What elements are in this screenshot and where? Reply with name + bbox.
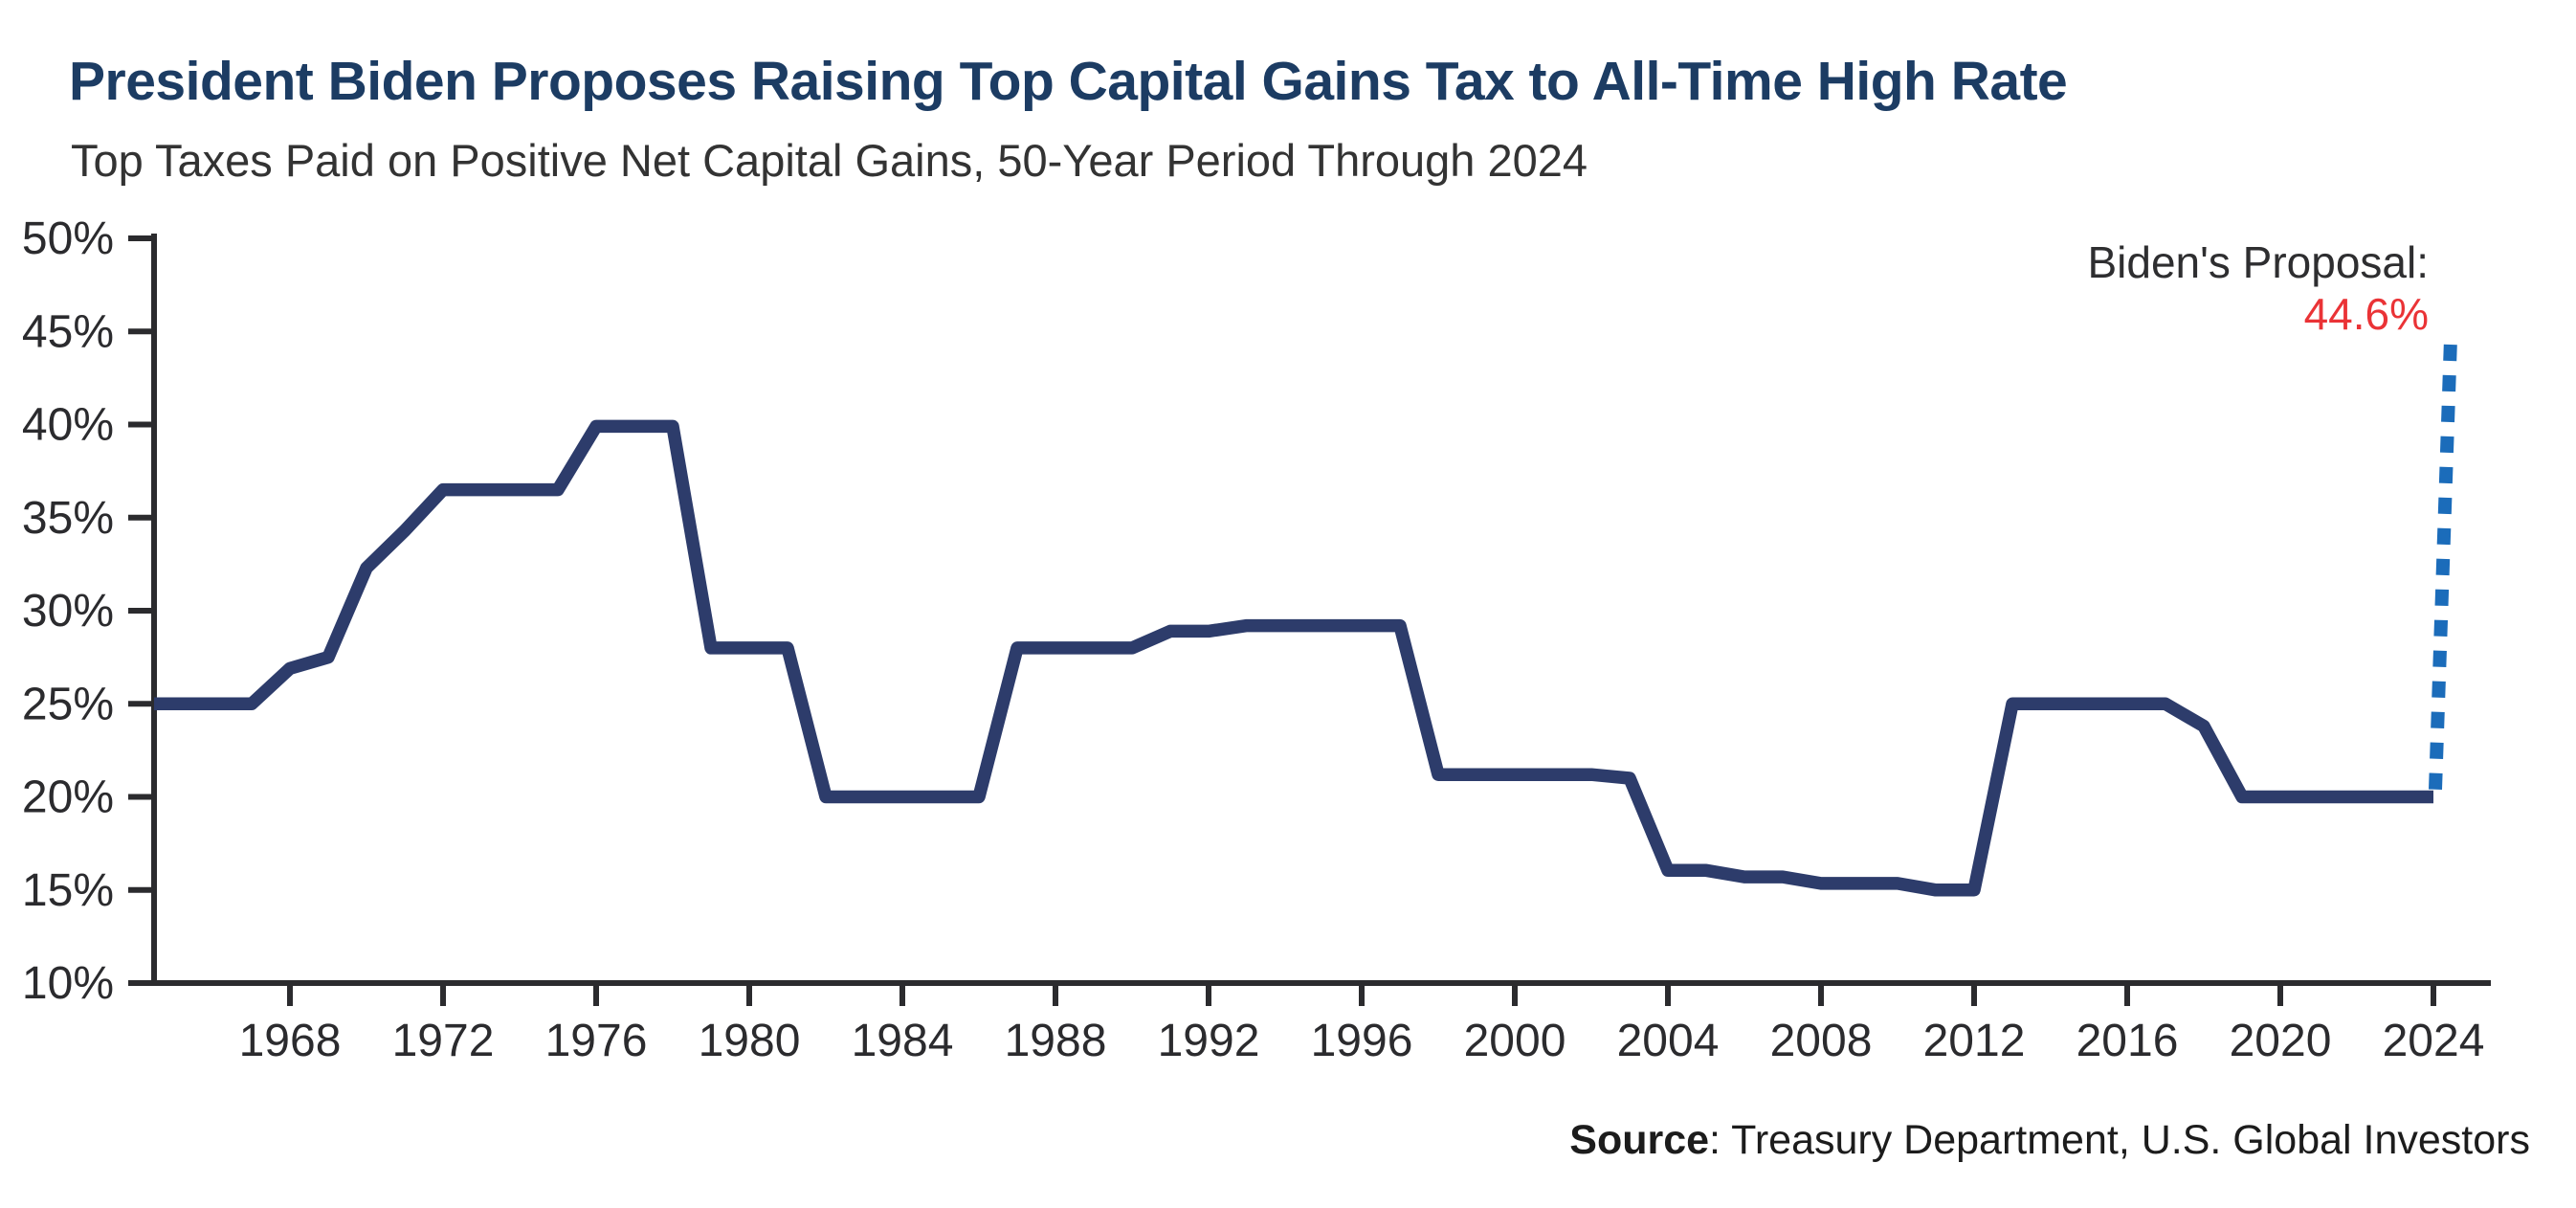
y-tick-label: 20%	[22, 772, 114, 823]
x-tick-label: 2000	[1464, 1016, 1566, 1066]
x-tick-label: 2016	[2076, 1016, 2179, 1066]
x-tick-label: 1968	[239, 1016, 342, 1066]
x-tick-label: 1972	[392, 1016, 495, 1066]
y-tick-label: 15%	[22, 865, 114, 916]
x-tick-label: 1984	[852, 1016, 954, 1066]
y-tick-label: 35%	[22, 493, 114, 544]
tax-rate-line	[154, 419, 2433, 897]
x-tick-label: 1976	[545, 1016, 648, 1066]
y-tick-label: 30%	[22, 586, 114, 637]
x-tick-label: 2008	[1770, 1016, 1873, 1066]
x-axis-ticks: 1968 1972 1976 1980 1984 1988 1992 1996 2000 2004…	[239, 983, 2485, 1066]
proposal-value: 44.6%	[2304, 289, 2429, 339]
source-note: Source: Treasury Department, U.S. Global…	[1569, 1117, 2530, 1163]
x-tick-label: 1996	[1311, 1016, 1413, 1066]
source-rest: : Treasury Department, U.S. Global Inves…	[1709, 1117, 2530, 1163]
chart-subtitle: Top Taxes Paid on Positive Net Capital G…	[71, 135, 1588, 186]
y-tick-label: 40%	[22, 400, 114, 451]
x-tick-label: 2024	[2383, 1016, 2485, 1066]
x-tick-label: 1980	[699, 1016, 801, 1066]
x-tick-label: 2012	[1923, 1016, 2026, 1066]
y-axis-ticks: 50% 45% 40% 35% 30% 25% 20% 15% 10%	[22, 213, 154, 1009]
x-tick-label: 2020	[2230, 1016, 2332, 1066]
chart-title: President Biden Proposes Raising Top Cap…	[69, 51, 2067, 112]
y-tick-label: 10%	[22, 958, 114, 1009]
proposal-label: Biden's Proposal:	[2087, 237, 2429, 287]
x-tick-label: 1988	[1005, 1016, 1107, 1066]
proposal-dashed-line	[2429, 338, 2457, 790]
y-tick-label: 50%	[22, 213, 114, 264]
y-tick-label: 45%	[22, 306, 114, 357]
y-tick-label: 25%	[22, 679, 114, 729]
source-prefix: Source	[1569, 1117, 1709, 1163]
x-tick-label: 2004	[1617, 1016, 1720, 1066]
x-tick-label: 1992	[1158, 1016, 1260, 1066]
